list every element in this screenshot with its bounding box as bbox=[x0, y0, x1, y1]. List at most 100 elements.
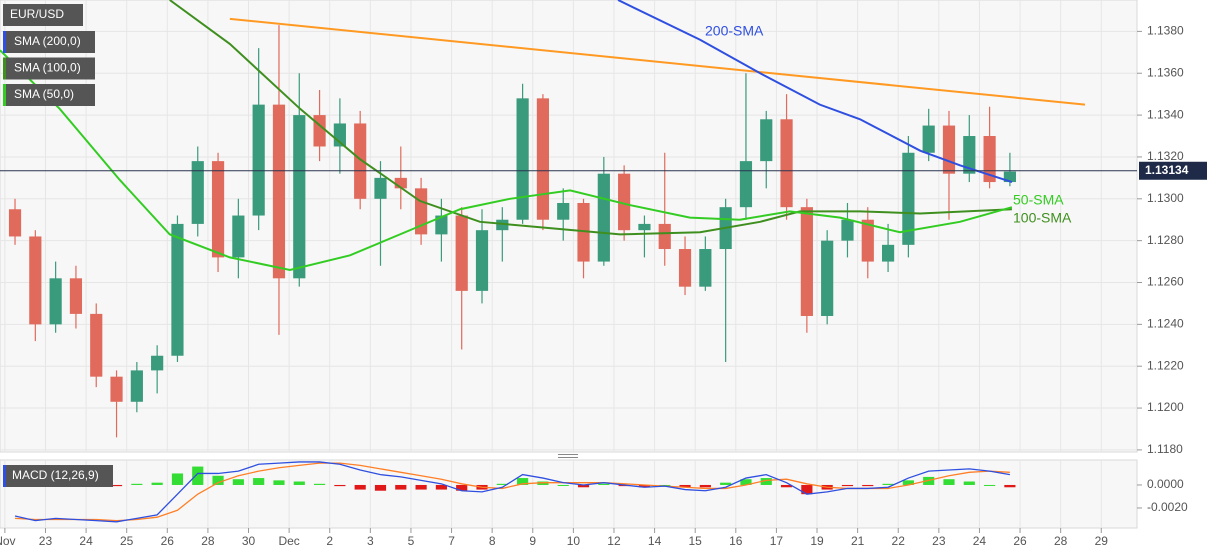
candle-body bbox=[881, 244, 895, 262]
legend-entry: SMA (50,0) bbox=[14, 87, 74, 101]
y-tick-label: 0.0000 bbox=[1147, 477, 1184, 491]
sma-annotation: 100-SMA bbox=[1013, 210, 1072, 226]
histogram-bar bbox=[598, 483, 610, 485]
x-tick-label: 17 bbox=[770, 534, 784, 548]
histogram-bar bbox=[577, 484, 590, 488]
candle-body bbox=[638, 223, 651, 231]
legend-box bbox=[3, 31, 95, 53]
histogram-bar bbox=[212, 475, 224, 485]
candle-body bbox=[29, 236, 42, 325]
candle-body bbox=[211, 161, 225, 258]
histogram-bar bbox=[720, 482, 732, 485]
candle-body bbox=[435, 215, 448, 235]
histogram-bar bbox=[659, 484, 671, 486]
histogram-bar bbox=[963, 481, 975, 485]
x-tick-label: 24 bbox=[79, 534, 93, 548]
last-price-label: 1.13134 bbox=[1145, 163, 1189, 177]
x-tick-label: 26 bbox=[161, 534, 175, 548]
x-tick-label: 24 bbox=[973, 534, 987, 548]
candle-body bbox=[536, 98, 550, 220]
sma-line bbox=[169, 0, 1012, 236]
x-tick-label: 12 bbox=[607, 534, 621, 548]
legend-swatch bbox=[3, 84, 6, 106]
candle-body bbox=[861, 219, 874, 262]
legend-box bbox=[3, 4, 83, 26]
candle-body bbox=[110, 376, 123, 402]
candle-body bbox=[354, 123, 367, 199]
candle-body bbox=[171, 223, 184, 356]
histogram-bar bbox=[801, 484, 813, 495]
histogram-bar bbox=[171, 473, 184, 485]
candle-body bbox=[293, 115, 306, 279]
main-panel bbox=[0, 0, 1138, 453]
x-tick-label: 16 bbox=[729, 534, 743, 548]
candle-body bbox=[760, 119, 773, 162]
histogram-bar bbox=[273, 480, 285, 485]
x-tick-label: 15 bbox=[689, 534, 703, 548]
x-tick-label: 9 bbox=[529, 534, 536, 548]
panel-handle bbox=[558, 454, 578, 458]
x-tick-label: Dec bbox=[278, 534, 299, 548]
histogram-bar bbox=[679, 484, 691, 488]
histogram-bar bbox=[638, 484, 651, 488]
candle-body bbox=[557, 202, 570, 220]
y-tick-label: 1.1320 bbox=[1147, 149, 1184, 163]
candle-body bbox=[232, 215, 245, 258]
x-tick-label: 30 bbox=[242, 534, 256, 548]
legend-box bbox=[3, 84, 95, 106]
histogram-bar bbox=[354, 484, 366, 490]
histogram-bar bbox=[313, 483, 326, 485]
legend-entry: SMA (100,0) bbox=[14, 61, 81, 75]
plot-area bbox=[0, 0, 1086, 438]
candle-body bbox=[597, 173, 610, 262]
histogram-bar bbox=[902, 480, 914, 485]
x-tick-label: 26 bbox=[1013, 534, 1027, 548]
x-tick-label: 14 bbox=[648, 534, 662, 548]
histogram-bar bbox=[699, 484, 711, 488]
histogram-bar bbox=[415, 484, 427, 490]
histogram-bar bbox=[984, 484, 996, 486]
trendline bbox=[229, 17, 1086, 106]
candle-body bbox=[800, 207, 813, 316]
x-tick-label: 28 bbox=[1054, 534, 1068, 548]
candle-body bbox=[618, 173, 631, 231]
histogram-bar bbox=[841, 484, 854, 487]
histogram-bar bbox=[740, 479, 752, 485]
histogram-bar bbox=[192, 466, 204, 485]
histogram-bar bbox=[862, 484, 874, 487]
histogram-bar bbox=[293, 481, 305, 485]
legend-swatch bbox=[3, 31, 6, 53]
candle-body bbox=[678, 249, 692, 287]
histogram-bar bbox=[435, 484, 447, 490]
histogram-bar bbox=[496, 483, 508, 485]
candle-body bbox=[516, 98, 529, 220]
candle-body bbox=[313, 115, 326, 147]
x-tick-label: Nov bbox=[0, 534, 16, 548]
y-tick-label: 1.1220 bbox=[1147, 358, 1184, 372]
legend-box bbox=[3, 465, 113, 487]
histogram-bar bbox=[232, 479, 244, 485]
candle-body bbox=[374, 177, 387, 199]
histogram-bar bbox=[517, 478, 529, 485]
histogram-bar bbox=[557, 484, 569, 486]
candle-body bbox=[272, 104, 286, 279]
macd-area bbox=[9, 461, 1016, 523]
y-tick-label: 1.1300 bbox=[1147, 191, 1184, 205]
x-tick-label: 22 bbox=[892, 534, 906, 548]
histogram-bar bbox=[1004, 484, 1016, 488]
candle-body bbox=[8, 209, 22, 237]
y-tick-label: 1.1200 bbox=[1147, 400, 1184, 414]
y-tick-label: 1.1280 bbox=[1147, 233, 1184, 247]
candle-body bbox=[49, 278, 62, 325]
candle-body bbox=[841, 219, 854, 241]
sma-line bbox=[0, 49, 1013, 271]
last-price-box bbox=[1139, 161, 1207, 180]
x-tick-label: 5 bbox=[408, 534, 415, 548]
x-tick-label: 19 bbox=[810, 534, 824, 548]
sma-annotation: 50-SMA bbox=[1013, 192, 1064, 208]
histogram-bar bbox=[151, 482, 163, 485]
candle-body bbox=[699, 249, 712, 287]
sma-line bbox=[617, 0, 1013, 184]
histogram-bar bbox=[374, 484, 387, 491]
y-tick-label: 1.1360 bbox=[1147, 65, 1184, 79]
